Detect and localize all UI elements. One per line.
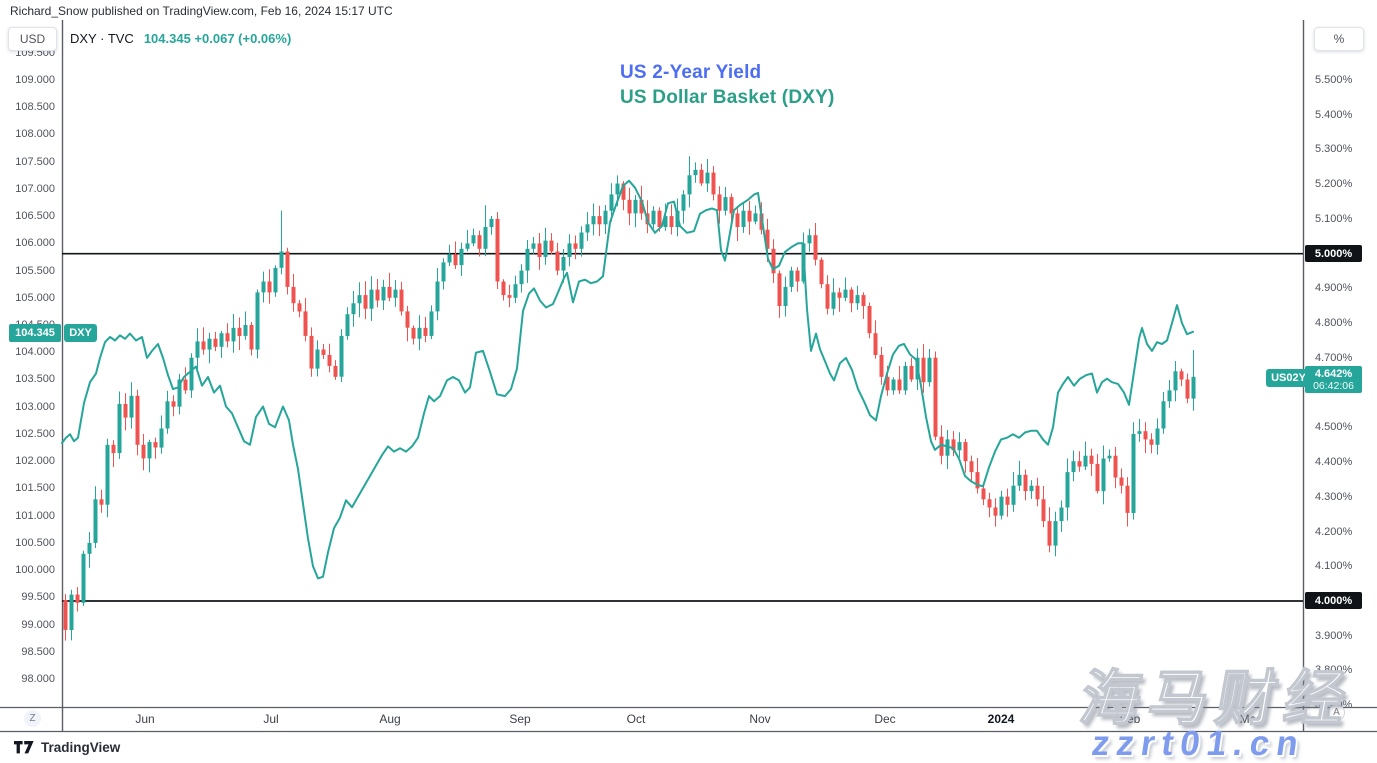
dxy-last-price-axis-label: 104.345 bbox=[9, 324, 61, 343]
right-axis-unit-button[interactable]: % bbox=[1314, 27, 1364, 51]
time-axis-label: Aug bbox=[379, 712, 401, 726]
left-axis-label: 102.000 bbox=[15, 455, 55, 468]
left-axis-label: 101.500 bbox=[15, 482, 55, 495]
left-axis-label: 109.000 bbox=[15, 74, 55, 86]
right-axis-label: 4.400% bbox=[1315, 456, 1353, 469]
left-axis-label: 106.000 bbox=[15, 237, 55, 250]
right-axis-label: 4.100% bbox=[1315, 560, 1353, 573]
time-axis-label: Oct bbox=[626, 712, 646, 726]
left-axis-label: 99.000 bbox=[21, 618, 55, 631]
left-axis-unit-button[interactable]: USD bbox=[8, 27, 57, 51]
left-axis-label: 98.500 bbox=[21, 645, 55, 658]
us02y-series-tag: US02Y bbox=[1266, 369, 1311, 387]
right-axis-label: 5.400% bbox=[1315, 108, 1353, 121]
tradingview-logo-link[interactable]: TradingView bbox=[14, 740, 120, 755]
tradingview-logo-icon bbox=[14, 741, 34, 754]
us02y-last-price-axis-label: 4.642% 06:42:06 bbox=[1305, 366, 1362, 393]
left-axis-label: 100.000 bbox=[15, 564, 55, 577]
left-axis-label: 98.000 bbox=[21, 672, 55, 685]
tradingview-logo-text: TradingView bbox=[41, 740, 121, 755]
time-axis[interactable]: Jun Jul Aug Sep Oct Nov Dec 2024 Feb Mar bbox=[0, 707, 1377, 731]
right-axis-label: 5.200% bbox=[1315, 178, 1353, 191]
time-axis-label: Nov bbox=[749, 712, 771, 726]
left-axis-label: 104.000 bbox=[15, 346, 55, 359]
left-axis-label: 108.000 bbox=[15, 128, 55, 141]
right-axis-label: 5.100% bbox=[1315, 212, 1353, 225]
attribution-text: Richard_Snow published on TradingView.co… bbox=[10, 4, 393, 18]
time-axis-label: Jul bbox=[263, 712, 279, 726]
left-axis-label: 103.000 bbox=[15, 400, 55, 413]
left-axis-label: 102.500 bbox=[15, 427, 55, 440]
legend-symbol[interactable]: DXY · TVC bbox=[70, 31, 134, 46]
right-axis-label: 4.200% bbox=[1315, 525, 1353, 538]
left-axis-label: 105.000 bbox=[15, 291, 55, 304]
left-axis-label: 107.000 bbox=[15, 182, 55, 195]
time-axis-label: Dec bbox=[874, 712, 896, 726]
left-axis-label: 107.500 bbox=[15, 155, 55, 168]
right-axis-label: 4.700% bbox=[1315, 351, 1353, 364]
right-axis-label: 5.500% bbox=[1315, 74, 1353, 86]
annotation-title-dxy: US Dollar Basket (DXY) bbox=[620, 87, 835, 108]
left-axis-label: 105.500 bbox=[15, 264, 55, 277]
right-axis-label: 4.800% bbox=[1315, 317, 1353, 330]
legend-row[interactable]: DXY · TVC 104.345 +0.067 (+0.06%) bbox=[70, 31, 291, 46]
left-axis-label: 99.500 bbox=[21, 591, 55, 604]
left-axis-label: 103.500 bbox=[15, 373, 55, 386]
left-axis-label: 106.500 bbox=[15, 210, 55, 223]
right-axis-label: 5.300% bbox=[1315, 143, 1353, 156]
time-axis-label: Sep bbox=[509, 712, 531, 726]
left-axis-label: 108.500 bbox=[15, 101, 55, 114]
right-axis-label: 4.300% bbox=[1315, 490, 1353, 503]
time-axis-label: 2024 bbox=[987, 712, 1015, 726]
us02y-value: 4.642% bbox=[1314, 367, 1353, 380]
left-price-axis[interactable]: 109.500 109.000 108.500 108.000 107.500 107.0… bbox=[0, 20, 62, 731]
horizontal-level-label-5pct: 5.000% bbox=[1305, 245, 1362, 263]
time-axis-label: Jun bbox=[135, 712, 155, 726]
auto-scale-button[interactable]: A bbox=[1328, 704, 1345, 721]
left-axis-label: 101.000 bbox=[15, 509, 55, 522]
right-axis-label: 3.800% bbox=[1315, 664, 1353, 677]
legend-values: 104.345 +0.067 (+0.06%) bbox=[143, 31, 292, 46]
right-axis-label: 4.500% bbox=[1315, 421, 1353, 434]
dxy-series-tag: DXY bbox=[64, 324, 97, 343]
right-axis-label: 3.900% bbox=[1315, 629, 1353, 642]
right-axis-label: 4.900% bbox=[1315, 282, 1353, 295]
horizontal-level-label-4pct: 4.000% bbox=[1305, 592, 1362, 610]
us02y-countdown: 06:42:06 bbox=[1313, 379, 1354, 392]
annotation-title-us2y: US 2-Year Yield bbox=[620, 62, 762, 83]
left-axis-label: 100.500 bbox=[15, 536, 55, 549]
time-axis-label: Mar bbox=[1239, 712, 1261, 726]
time-axis-label: Feb bbox=[1119, 712, 1141, 726]
timezone-button[interactable]: Z bbox=[24, 710, 41, 727]
